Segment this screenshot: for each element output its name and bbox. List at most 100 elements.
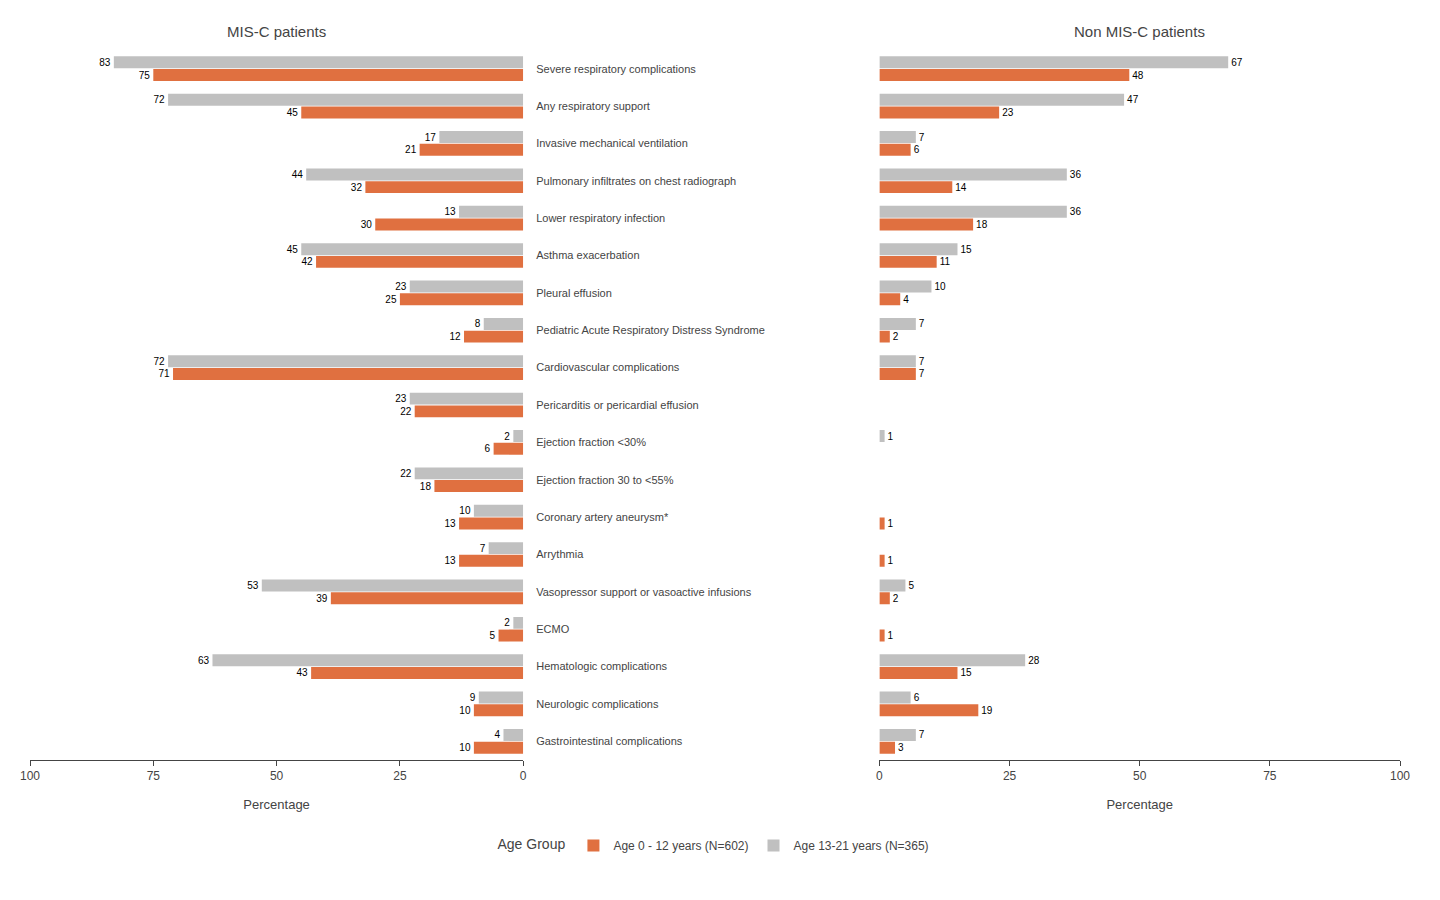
svg-text:Lower respiratory infection: Lower respiratory infection bbox=[536, 212, 665, 224]
svg-text:22: 22 bbox=[400, 406, 412, 417]
svg-text:72: 72 bbox=[154, 94, 166, 105]
svg-text:7: 7 bbox=[919, 729, 925, 740]
svg-text:Percentage: Percentage bbox=[243, 797, 310, 812]
svg-text:2: 2 bbox=[504, 617, 510, 628]
svg-text:39: 39 bbox=[316, 593, 328, 604]
svg-text:75: 75 bbox=[139, 70, 151, 81]
svg-text:50: 50 bbox=[270, 769, 284, 783]
svg-text:23: 23 bbox=[395, 281, 407, 292]
svg-text:15: 15 bbox=[960, 667, 972, 678]
svg-text:Non MIS-C patients: Non MIS-C patients bbox=[1074, 23, 1205, 40]
svg-text:13: 13 bbox=[445, 518, 457, 529]
svg-text:Coronary artery aneurysm*: Coronary artery aneurysm* bbox=[536, 511, 669, 523]
svg-text:1: 1 bbox=[888, 518, 894, 529]
svg-text:67: 67 bbox=[1231, 57, 1243, 68]
svg-text:Pulmonary infiltrates on chest: Pulmonary infiltrates on chest radiograp… bbox=[536, 175, 736, 187]
svg-text:4: 4 bbox=[494, 729, 500, 740]
svg-text:Percentage: Percentage bbox=[1106, 797, 1173, 812]
svg-text:Invasive mechanical ventilatio: Invasive mechanical ventilation bbox=[536, 137, 688, 149]
svg-text:10: 10 bbox=[459, 505, 471, 516]
svg-text:2: 2 bbox=[893, 593, 899, 604]
svg-text:Age Group: Age Group bbox=[498, 836, 566, 852]
svg-text:2: 2 bbox=[893, 331, 899, 342]
svg-text:Asthma exacerbation: Asthma exacerbation bbox=[536, 249, 639, 261]
svg-text:10: 10 bbox=[459, 742, 471, 753]
svg-text:72: 72 bbox=[154, 356, 166, 367]
svg-text:6: 6 bbox=[914, 144, 920, 155]
svg-text:25: 25 bbox=[1003, 769, 1017, 783]
svg-text:25: 25 bbox=[385, 294, 397, 305]
svg-text:Cardiovascular complications: Cardiovascular complications bbox=[536, 361, 680, 373]
svg-text:Arrythmia: Arrythmia bbox=[536, 548, 584, 560]
svg-text:Hematologic complications: Hematologic complications bbox=[536, 660, 667, 672]
svg-text:10: 10 bbox=[934, 281, 946, 292]
svg-text:11: 11 bbox=[940, 256, 951, 267]
svg-text:Pleural effusion: Pleural effusion bbox=[536, 287, 612, 299]
svg-text:45: 45 bbox=[287, 107, 299, 118]
svg-text:25: 25 bbox=[393, 769, 407, 783]
svg-text:Ejection fraction 30 to <55%: Ejection fraction 30 to <55% bbox=[536, 474, 673, 486]
svg-text:71: 71 bbox=[158, 368, 170, 379]
svg-text:45: 45 bbox=[287, 244, 299, 255]
svg-text:19: 19 bbox=[981, 705, 993, 716]
svg-text:36: 36 bbox=[1070, 169, 1082, 180]
svg-text:6: 6 bbox=[485, 443, 491, 454]
svg-text:5: 5 bbox=[490, 630, 496, 641]
svg-text:MIS-C patients: MIS-C patients bbox=[227, 23, 326, 40]
svg-text:13: 13 bbox=[445, 206, 457, 217]
svg-text:100: 100 bbox=[1390, 769, 1410, 783]
svg-text:18: 18 bbox=[420, 481, 432, 492]
svg-text:Pericarditis or pericardial ef: Pericarditis or pericardial effusion bbox=[536, 399, 698, 411]
svg-text:Vasopressor support or vasoact: Vasopressor support or vasoactive infusi… bbox=[536, 586, 752, 598]
svg-text:5: 5 bbox=[908, 580, 914, 591]
svg-text:18: 18 bbox=[976, 219, 988, 230]
svg-text:1: 1 bbox=[888, 555, 894, 566]
svg-text:30: 30 bbox=[361, 219, 373, 230]
svg-text:43: 43 bbox=[297, 667, 309, 678]
svg-text:53: 53 bbox=[247, 580, 259, 591]
svg-text:75: 75 bbox=[1263, 769, 1277, 783]
svg-text:Neurologic complications: Neurologic complications bbox=[536, 698, 659, 710]
svg-text:7: 7 bbox=[480, 543, 486, 554]
svg-text:Severe respiratory complicatio: Severe respiratory complications bbox=[536, 63, 696, 75]
svg-text:10: 10 bbox=[459, 705, 471, 716]
svg-text:13: 13 bbox=[445, 555, 457, 566]
svg-text:75: 75 bbox=[147, 769, 161, 783]
svg-text:7: 7 bbox=[919, 356, 925, 367]
svg-text:1: 1 bbox=[888, 431, 894, 442]
svg-text:47: 47 bbox=[1127, 94, 1139, 105]
svg-text:Any respiratory support: Any respiratory support bbox=[536, 100, 650, 112]
svg-text:14: 14 bbox=[955, 182, 967, 193]
svg-text:23: 23 bbox=[1002, 107, 1014, 118]
svg-text:6: 6 bbox=[914, 692, 920, 703]
svg-text:100: 100 bbox=[20, 769, 40, 783]
svg-text:Ejection fraction <30%: Ejection fraction <30% bbox=[536, 436, 646, 448]
svg-text:15: 15 bbox=[960, 244, 972, 255]
svg-text:22: 22 bbox=[400, 468, 412, 479]
svg-text:Gastrointestinal complications: Gastrointestinal complications bbox=[536, 735, 683, 747]
svg-text:4: 4 bbox=[903, 294, 909, 305]
svg-text:12: 12 bbox=[449, 331, 461, 342]
svg-text:9: 9 bbox=[470, 692, 476, 703]
svg-text:7: 7 bbox=[919, 318, 925, 329]
svg-text:0: 0 bbox=[520, 769, 527, 783]
svg-text:2: 2 bbox=[504, 431, 510, 442]
svg-text:42: 42 bbox=[301, 256, 313, 267]
svg-text:ECMO: ECMO bbox=[536, 623, 569, 635]
svg-text:28: 28 bbox=[1028, 655, 1040, 666]
svg-text:36: 36 bbox=[1070, 206, 1082, 217]
svg-text:Age 13-21 years (N=365): Age 13-21 years (N=365) bbox=[794, 839, 929, 853]
svg-text:0: 0 bbox=[876, 769, 883, 783]
svg-text:21: 21 bbox=[405, 144, 417, 155]
svg-text:17: 17 bbox=[425, 132, 437, 143]
svg-text:48: 48 bbox=[1132, 70, 1144, 81]
svg-text:7: 7 bbox=[919, 368, 925, 379]
svg-text:3: 3 bbox=[898, 742, 904, 753]
svg-text:8: 8 bbox=[475, 318, 481, 329]
svg-text:50: 50 bbox=[1133, 769, 1147, 783]
svg-text:1: 1 bbox=[888, 630, 894, 641]
svg-text:44: 44 bbox=[292, 169, 304, 180]
svg-text:7: 7 bbox=[919, 132, 925, 143]
svg-text:32: 32 bbox=[351, 182, 363, 193]
svg-text:Pediatric Acute Respiratory Di: Pediatric Acute Respiratory Distress Syn… bbox=[536, 324, 765, 336]
